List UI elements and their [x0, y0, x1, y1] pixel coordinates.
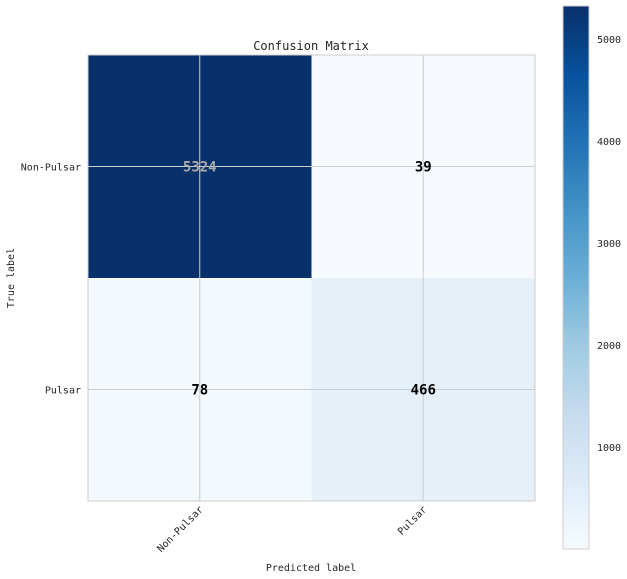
heatmap-cells [88, 55, 535, 501]
colorbar-tick-label: 5000 [597, 35, 621, 46]
colorbar-ticks: 1000 2000 3000 4000 5000 [597, 35, 621, 454]
plot-frame [87, 54, 536, 502]
colorbar [562, 5, 590, 550]
x-tick-label: Non-Pulsar [156, 504, 206, 554]
y-tick-labels: Non-Pulsar Pulsar [21, 163, 81, 397]
x-axis-label: Predicted label [266, 563, 356, 574]
cell-value-label: 466 [411, 383, 436, 399]
y-axis-label: True label [6, 248, 17, 308]
cell-value-labels: 5324 39 78 466 [183, 160, 436, 399]
gridlines [88, 55, 535, 501]
cell-value-label: 5324 [183, 160, 217, 176]
cell-value-label: 39 [415, 160, 432, 176]
x-tick-label: Pulsar [396, 504, 429, 537]
chart-title: Confusion Matrix [253, 39, 369, 53]
cell-value-label: 78 [191, 383, 208, 399]
x-tick-labels: Non-Pulsar Pulsar [156, 504, 430, 554]
colorbar-tick-label: 4000 [597, 137, 621, 148]
colorbar-tick-label: 2000 [597, 341, 621, 352]
y-tick-label: Pulsar [45, 386, 81, 397]
y-tick-label: Non-Pulsar [21, 163, 81, 174]
colorbar-tick-label: 3000 [597, 239, 621, 250]
colorbar-tick-label: 1000 [597, 443, 621, 454]
